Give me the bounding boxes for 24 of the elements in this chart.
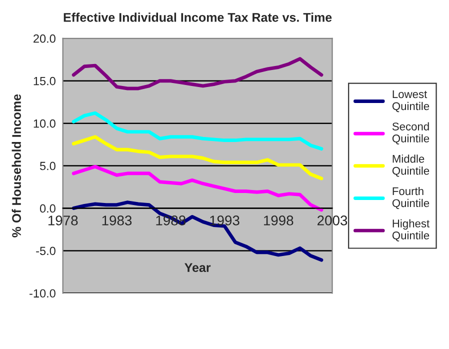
line-series bbox=[72, 111, 324, 151]
line-series bbox=[72, 57, 324, 90]
line-series bbox=[72, 164, 324, 212]
chart-title: Effective Individual Income Tax Rate vs. Time bbox=[64, 12, 332, 22]
x-tick-label: 1998 bbox=[264, 216, 294, 226]
y-tick-label: 15.0 bbox=[34, 76, 56, 86]
legend-label: Lowest Quintile bbox=[392, 90, 430, 112]
x-tick-label: 1983 bbox=[102, 216, 132, 226]
legend-label: Middle Quintile bbox=[392, 154, 430, 177]
legend-label: Highest Quintile bbox=[392, 219, 430, 242]
x-tick-label: 2003 bbox=[318, 216, 348, 226]
line-series bbox=[72, 135, 324, 180]
y-tick-label: 0.0 bbox=[40, 204, 56, 213]
x-axis-title: Year bbox=[184, 263, 211, 272]
y-tick-label: -5.0 bbox=[36, 246, 56, 256]
y-tick-label: 5.0 bbox=[40, 162, 56, 170]
legend-label: Fourth Quintile bbox=[392, 186, 430, 210]
y-tick-label: -10.0 bbox=[30, 289, 56, 298]
x-tick-label: 1978 bbox=[48, 216, 78, 226]
legend-label: Second Quintile bbox=[392, 122, 430, 144]
x-tick-label: 1993 bbox=[210, 216, 240, 226]
y-tick-label: 20.0 bbox=[34, 34, 56, 43]
y-tick-label: 10.0 bbox=[34, 119, 56, 128]
y-axis-title: % Of Household Income bbox=[12, 94, 21, 238]
